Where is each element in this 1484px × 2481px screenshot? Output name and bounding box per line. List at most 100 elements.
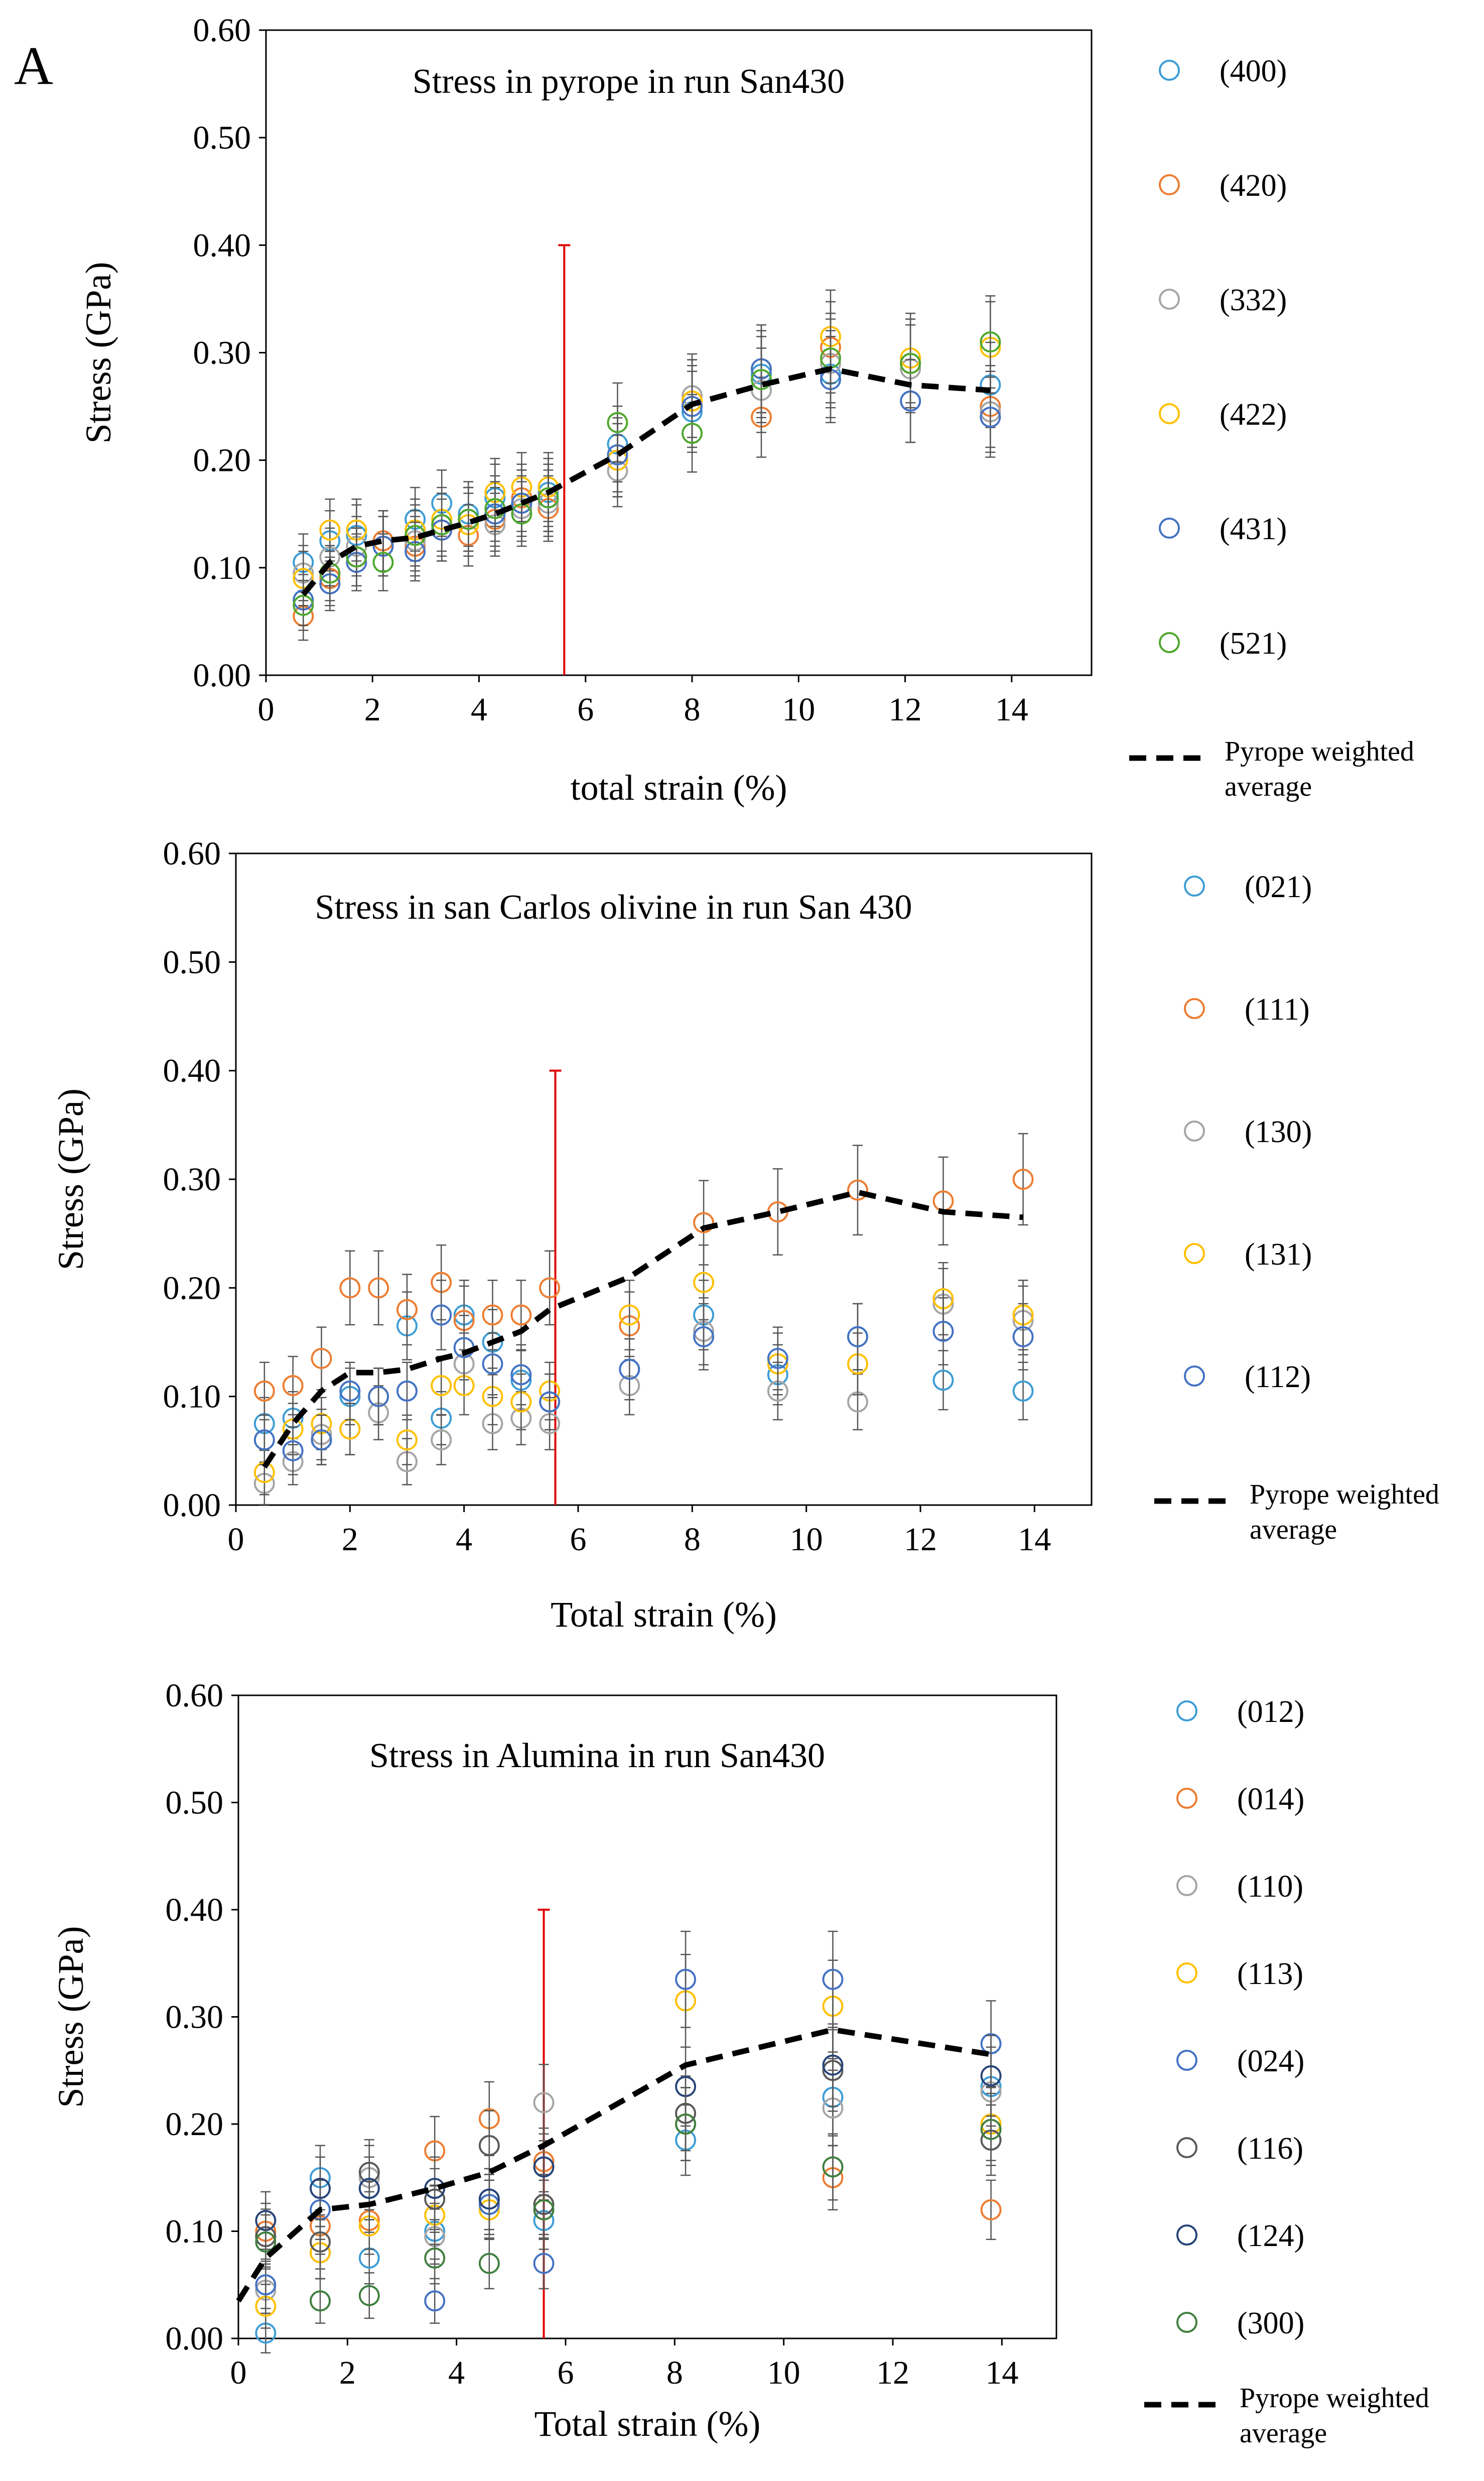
y-tick-label: 0.60 [163,835,221,872]
data-point [847,1179,868,1201]
legend-label: (014) [1237,1782,1304,1816]
x-axis-label: total strain (%) [571,768,787,808]
data-point [533,2199,555,2220]
data-point [1012,1326,1034,1347]
data-point [478,2253,500,2274]
legend-average-label: average [1250,1514,1337,1545]
data-point [822,2054,844,2076]
data-point [372,552,394,573]
data-point [847,1326,868,1347]
legend-label: (431) [1220,512,1287,546]
data-point [482,1304,503,1326]
x-tick-label: 14 [1018,1521,1051,1558]
chart-title: Stress in san Carlos olivine in run San … [315,888,912,927]
y-tick-label: 0.50 [193,119,251,156]
legend-marker [1159,403,1180,424]
data-point [358,2285,380,2306]
legend-label: (021) [1245,870,1312,904]
legend-marker [1176,1875,1197,1896]
data-point [255,2231,277,2253]
data-point [311,1347,332,1369]
x-axis-label: Total strain (%) [551,1594,777,1635]
y-tick-label: 0.10 [193,550,251,586]
y-tick-label: 0.30 [166,1999,224,2036]
data-point [537,487,559,509]
data-point [980,2199,1002,2220]
data-point [396,1429,418,1451]
data-point [539,1277,561,1299]
legend-label: (116) [1237,2132,1303,2166]
y-tick-label: 0.20 [193,442,251,479]
data-point [980,2065,1002,2086]
data-point [339,1277,361,1299]
weighted-average-line [301,365,991,596]
data-point [533,2156,555,2178]
x-tick-label: 14 [985,2354,1018,2391]
chart-title: Stress in pyrope in run San430 [413,62,845,101]
data-point [693,1212,715,1233]
data-point [282,1440,304,1461]
legend-label: (422) [1220,398,1287,432]
data-point [310,2178,331,2199]
legend-label: (521) [1220,627,1287,661]
y-tick-label: 0.40 [166,1892,224,1928]
x-tick-label: 0 [230,2354,247,2391]
legend-label: (130) [1245,1115,1312,1149]
data-point [511,503,532,525]
y-axis-label: Stress (GPa) [51,1088,91,1270]
x-tick-label: 12 [876,2354,909,2391]
plot-area [237,1694,1057,2339]
x-tick-label: 12 [889,691,922,728]
plot-area [265,29,1093,676]
x-tick-label: 10 [790,1521,823,1558]
y-tick-label: 0.50 [163,944,221,980]
data-point [293,594,314,616]
data-point [310,2231,331,2253]
data-point [693,1326,715,1347]
legend-marker [1184,1121,1205,1142]
data-point [510,1364,532,1386]
y-tick-label: 0.20 [163,1270,221,1306]
y-tick-label: 0.00 [193,657,251,694]
legend-label: (420) [1220,169,1287,203]
data-point [822,1968,844,1990]
legend-average-label: Pyrope weighted [1240,2383,1429,2414]
legend-marker [1159,60,1180,81]
legend-marker [1176,2050,1197,2071]
legend-marker [1184,876,1205,897]
data-point [253,1429,275,1451]
legend-marker [1176,1700,1197,1721]
legend-average-label: Pyrope weighted [1250,1479,1439,1510]
data-point [682,423,703,444]
panel-letter: A [14,36,53,96]
data-point [533,2253,555,2274]
data-point [533,2092,555,2114]
legend-marker [1176,1788,1197,1809]
legend-label: (024) [1237,2044,1304,2078]
x-tick-label: 12 [904,1521,937,1558]
data-point [619,1304,640,1326]
legend-label: (110) [1237,1870,1303,1904]
data-point [396,1380,418,1402]
x-tick-label: 8 [666,2354,683,2391]
data-point [310,2290,331,2312]
legend-marker [1184,998,1205,1019]
legend-label: (124) [1237,2219,1304,2253]
chart-title: Stress in Alumina in run San430 [369,1736,825,1775]
legend-label: (112) [1245,1360,1311,1394]
y-tick-label: 0.60 [166,1677,224,1714]
legend-label: (131) [1245,1237,1312,1272]
x-tick-label: 14 [995,691,1028,728]
legend-label: (113) [1237,1957,1303,1991]
data-point [675,1968,697,1990]
data-point [368,1277,389,1299]
data-point [368,1386,389,1407]
y-tick-label: 0.30 [163,1161,221,1198]
data-point [478,2135,500,2156]
weighted-average-line [236,2027,992,2303]
legend-average-label: average [1240,2418,1327,2449]
data-point [539,1391,561,1413]
chart-panel-alumina: 0.00 0.10 0.20 0.30 0.40 0.50 0.60 0 2 4 6 8 10 12 14 S… [51,1677,1429,2449]
data-point [822,2156,844,2178]
legend-marker [1159,518,1180,539]
